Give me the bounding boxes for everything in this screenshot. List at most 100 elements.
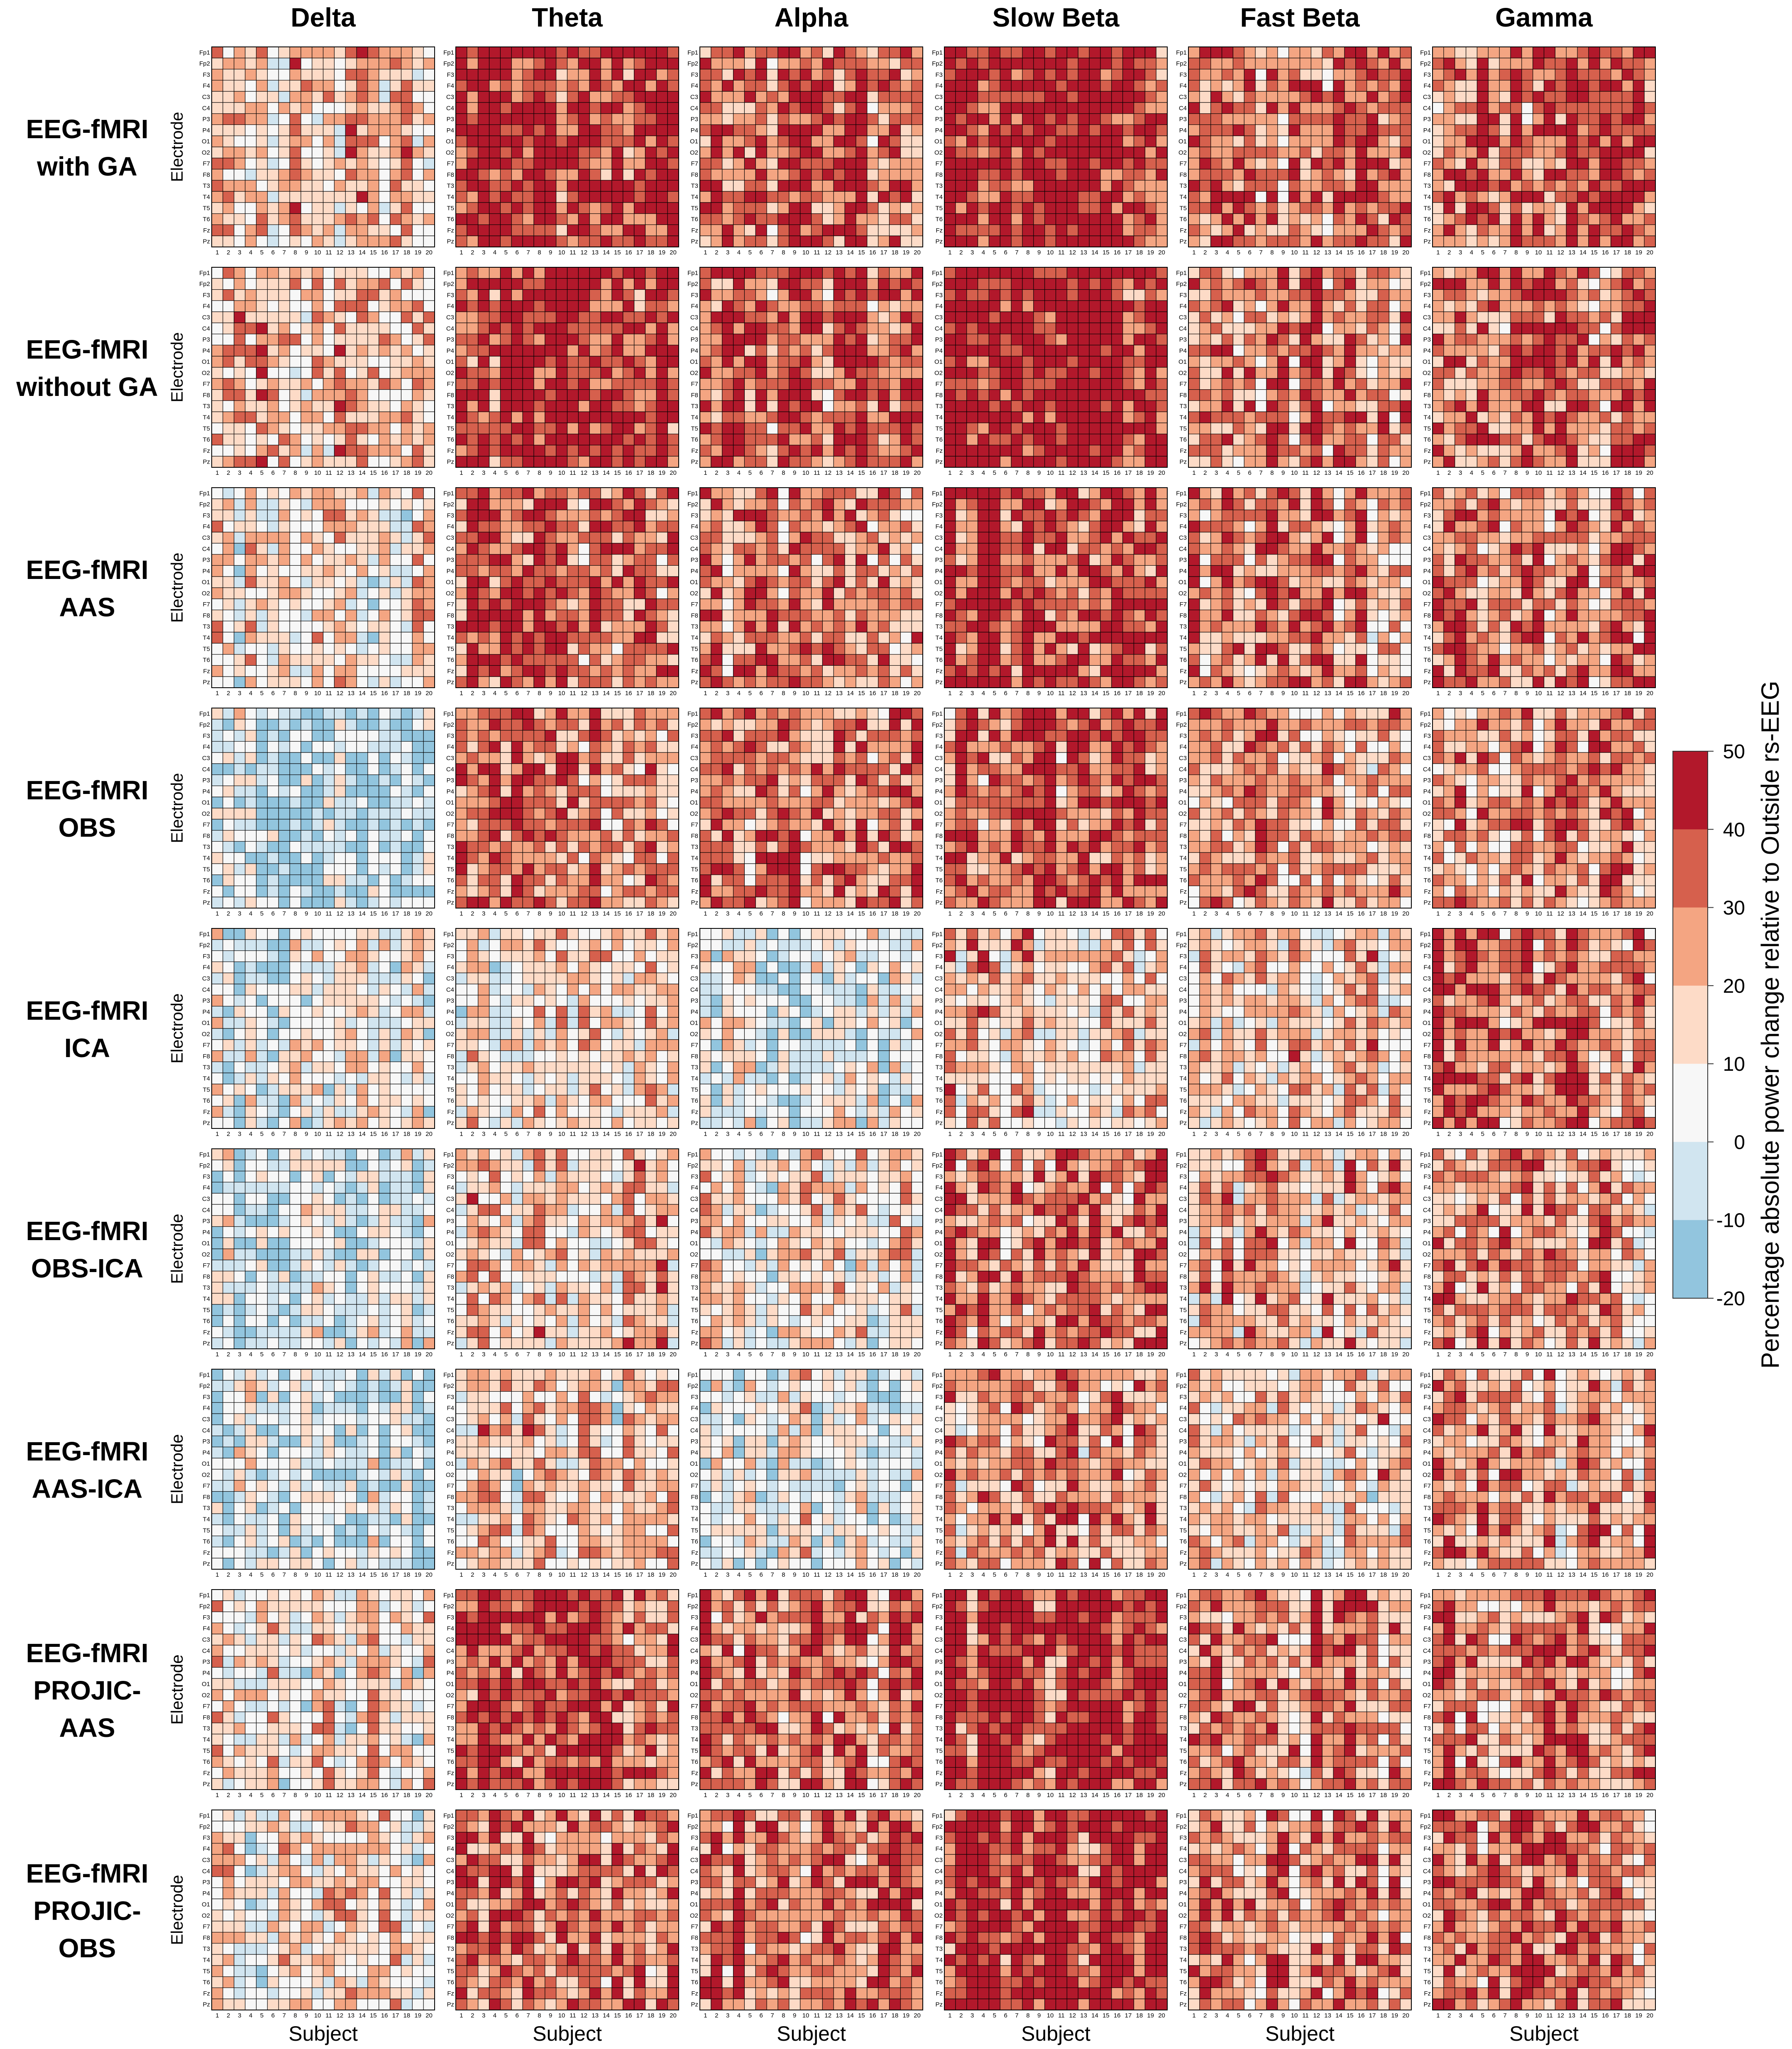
electrode-tick: F7 [447,381,454,388]
electrode-tick: F8 [935,392,943,399]
cell [578,456,590,468]
cell [1288,69,1300,81]
cell [733,434,745,445]
cell [1622,456,1633,468]
cell [1100,158,1112,169]
cell [1022,356,1034,368]
cell [1277,456,1289,468]
cell [567,80,579,92]
cell [1443,367,1455,379]
cell [989,136,1000,147]
cell [878,58,890,69]
electrode-tick: O1 [690,359,698,366]
cell [222,236,234,247]
cell [944,367,956,379]
subject-tick: 10 [1291,249,1298,256]
cell [1433,367,1444,379]
cell [623,169,634,181]
cell [1134,401,1145,412]
cell [1400,289,1412,301]
cell [256,498,268,510]
subject-tick: 12 [336,249,343,256]
cell [1300,367,1311,379]
cell [645,434,657,445]
cell [1544,147,1555,159]
cell [1510,180,1522,192]
cell [777,102,790,114]
cell [1367,267,1378,279]
cell [533,147,545,159]
cell [379,334,390,345]
subject-tick: 19 [1147,249,1154,256]
cell [856,412,868,423]
cell [789,389,800,401]
cell [700,289,711,301]
cell [1033,58,1045,69]
cell [1378,102,1389,114]
cell [578,125,590,136]
cell [834,136,845,147]
cell [1443,278,1455,290]
cell [1222,158,1233,169]
cell [1577,80,1589,92]
cell [1333,191,1345,203]
cell [1111,412,1123,423]
cell [944,278,956,290]
cell [467,356,478,368]
cell [656,169,668,181]
electrode-tick: C3 [1179,94,1187,101]
cell [944,456,956,468]
cell [1433,300,1444,312]
cell [289,47,301,59]
cell [222,356,234,368]
cell [955,334,967,345]
cell [345,312,357,323]
cell [1288,278,1300,290]
cell [1033,158,1045,169]
cell [834,300,845,312]
subject-tick: 12 [1069,249,1076,256]
cell [1577,125,1589,136]
cell [589,300,601,312]
cell [1322,356,1334,368]
row-label-3: EEG-fMRI OBS [26,775,148,843]
cell [1488,113,1500,125]
cell [1622,267,1633,279]
cell [634,169,645,181]
cell [1499,278,1511,290]
cell [1466,401,1477,412]
cell [423,180,435,192]
cell [1555,236,1567,247]
cell [1611,158,1622,169]
cell [1367,422,1378,434]
cell [900,180,912,192]
cell [1322,412,1334,423]
cell [634,91,645,103]
cell [234,169,245,181]
cell [623,125,634,136]
cell [711,401,722,412]
electrode-tick: T6 [447,436,454,443]
cell [789,225,800,236]
cell [545,125,556,136]
cell [1100,136,1112,147]
cell [1566,267,1578,279]
cell [489,202,501,214]
cell [1433,389,1444,401]
cell [312,267,323,279]
cell [578,367,590,379]
cell [1389,191,1401,203]
cell [312,158,323,169]
cell [1555,91,1567,103]
cell [511,58,523,69]
cell [256,521,268,532]
cell [1188,312,1200,323]
cell [700,191,711,203]
cell [1533,422,1544,434]
subject-tick: 10 [558,249,565,256]
cell [1000,69,1012,81]
electrode-tick: P3 [447,116,454,123]
cell [1544,58,1555,69]
cell [1022,322,1034,334]
cell [1210,136,1222,147]
